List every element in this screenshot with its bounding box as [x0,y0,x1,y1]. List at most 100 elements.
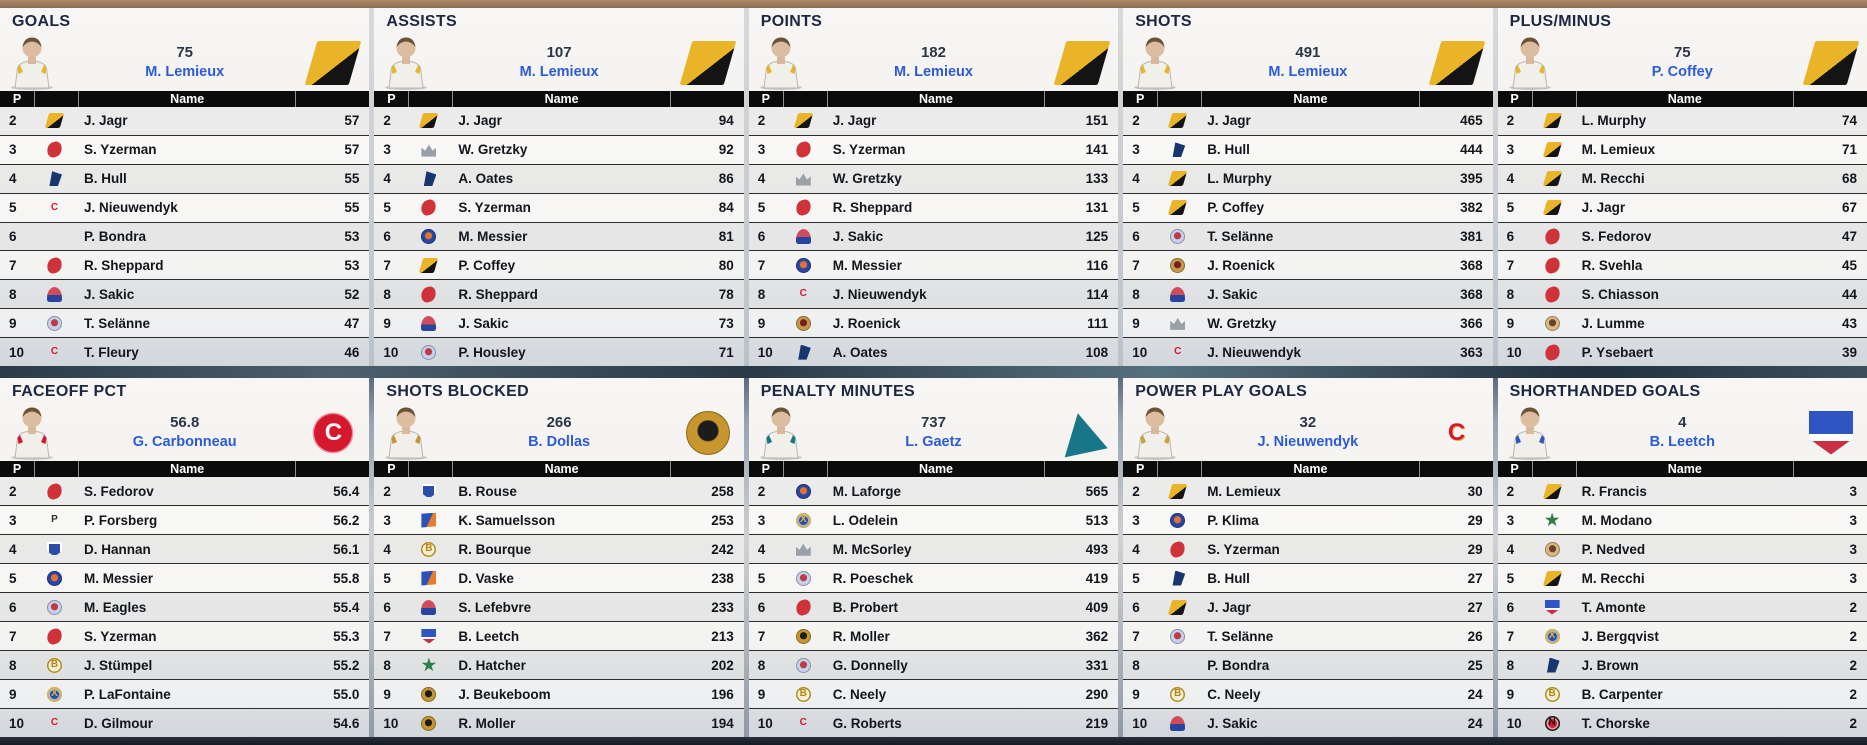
row-team-cell [408,315,452,331]
leader-row: 7 R. Moller 362 [748,621,1119,650]
column-header-team [408,91,452,107]
row-value: 219 [1085,715,1109,731]
row-rank: 2 [9,483,17,499]
row-rank: 4 [757,171,766,187]
team-logo-pit-icon [1542,113,1562,129]
row-value: 55.3 [333,628,360,644]
row-rank: 8 [9,286,17,302]
leader-row: 8 J. Brown 2 [1497,650,1867,679]
row-value: 56.4 [333,483,360,499]
row-rank: 7 [1132,628,1140,644]
team-logo-det-icon [1543,285,1562,304]
row-team-cell [1532,686,1576,702]
column-header-name: Name [826,91,1044,107]
row-player-name: J. Bergqvist [1581,628,1659,644]
row-value: 55 [344,171,360,187]
row-value: 2 [1849,715,1857,731]
leader-row: 10 T. Fleury 46 [0,337,370,367]
leader-row: 9 C. Neely 24 [1123,679,1493,708]
team-logo-wpg-icon [795,657,811,673]
row-player-name: P. Coffey [1207,200,1264,216]
team-logo-que-icon [421,315,437,331]
row-player-name: B. Probert [832,599,899,615]
team-logo-det-icon [1168,539,1187,559]
stat-panel[interactable]: PLUS/MINUS 75 P. Coffey P Name 2 [1497,8,1867,367]
team-logo-edm-icon [1170,512,1186,528]
row-team-cell [1157,715,1201,731]
row-player-name: L. Odelein [832,512,899,528]
row-player-name: R. Moller [458,715,516,731]
row-value: 57 [344,142,360,158]
row-value: 55.8 [333,570,360,586]
row-team-cell [34,716,78,731]
leader-rows: 2 J. Jagr 465 3 B. Hull 444 4 L. Murphy … [1123,107,1493,367]
row-team-cell [783,257,827,273]
leader-name: J. Nieuwendyk [1257,433,1359,450]
row-value: 513 [1085,512,1109,528]
row-player-name: T. Selänne [84,315,151,331]
row-value: 194 [711,715,734,731]
row-rank: 7 [9,628,17,644]
row-rank: 8 [1506,286,1515,302]
leader-row: 9 W. Gretzky 366 [1123,308,1493,338]
table-header: P Name [374,461,744,477]
team-logo-det-icon [45,256,64,275]
leader-row: 4 L. Murphy 395 [1123,163,1493,193]
stat-panel[interactable]: SHORTHANDED GOALS 4 B. Leetch P Name 2 [1497,378,1867,737]
row-player-name: T. Selänne [1207,628,1274,644]
row-value: 94 [718,113,734,129]
column-header-name: Name [1575,91,1793,107]
team-logo-dal-icon [1544,512,1560,527]
row-player-name: P. LaFontaine [84,686,171,702]
team-logo-wpg-icon [47,315,62,331]
row-team-cell [34,315,78,331]
row-rank: 8 [1506,657,1515,673]
row-value: 68 [1841,171,1857,187]
stat-panel[interactable]: POWER PLAY GOALS 32 J. Nieuwendyk PName … [1123,378,1493,737]
column-header-value [295,91,369,107]
row-player-name: J. Stümpel [84,657,153,673]
row-rank: 10 [9,715,25,731]
row-value: 92 [718,142,734,158]
stat-panel[interactable]: SHOTS BLOCKED 266 B. Dollas P Name 2 [374,378,744,737]
row-rank: 2 [383,113,391,129]
stat-panel[interactable]: GOALS 75 M. Lemieux P Name 2 J. [0,8,370,367]
team-logo-buf-icon [47,686,62,702]
table-header: P Name [374,91,744,107]
row-player-name: B. Carpenter [1581,686,1663,702]
leader-row: 6 S. Fedorov 47 [1497,221,1867,251]
row-rank: 6 [9,229,17,244]
row-rank: 7 [9,257,17,273]
row-rank: 7 [1132,257,1140,273]
team-logo-nyr-icon [1808,410,1853,455]
row-player-name: J. Jagr [1207,599,1251,615]
leader-row: 3 K. Samuelsson 253 [374,505,744,534]
row-value: 238 [711,570,734,586]
row-team-cell [1532,142,1576,158]
team-logo-det-icon [1543,342,1562,362]
column-header-p: P [1510,92,1519,106]
stat-panel[interactable]: PENALTY MINUTES 737 L. Gaetz P Name 2 [748,378,1119,737]
column-header-p: P [1136,92,1145,106]
row-rank: 7 [1506,628,1515,644]
stat-panel[interactable]: ASSISTS 107 M. Lemieux P Name 2 [374,8,744,367]
row-team-cell [1532,657,1576,673]
row-rank: 10 [383,715,399,731]
team-logo-cgy-icon [47,345,62,360]
leader-row: 2 S. Fedorov 56.4 [0,477,370,505]
row-player-name: M. McSorley [832,541,912,557]
team-logo-pit-icon [1168,599,1188,615]
row-value: 54.6 [333,715,360,731]
team-logo-que-icon [795,229,811,244]
row-rank: 7 [757,257,766,273]
row-player-name: J. Beukeboom [458,686,551,702]
row-value: 71 [1841,142,1857,158]
stat-panel[interactable]: FACEOFF PCT 56.8 G. Carbonneau P Name 2 [0,378,370,737]
stat-panel[interactable]: POINTS 182 M. Lemieux P Name 2 [748,8,1119,367]
leader-row: 9 C. Neely 290 [748,679,1119,708]
table-header: P Name [0,461,370,477]
stat-panel[interactable]: SHOTS 491 M. Lemieux P Name 2 J [1123,8,1493,367]
column-header-p: P [761,462,770,476]
row-rank: 2 [757,483,766,499]
leader-row: 6 M. Eagles 55.4 [0,592,370,621]
